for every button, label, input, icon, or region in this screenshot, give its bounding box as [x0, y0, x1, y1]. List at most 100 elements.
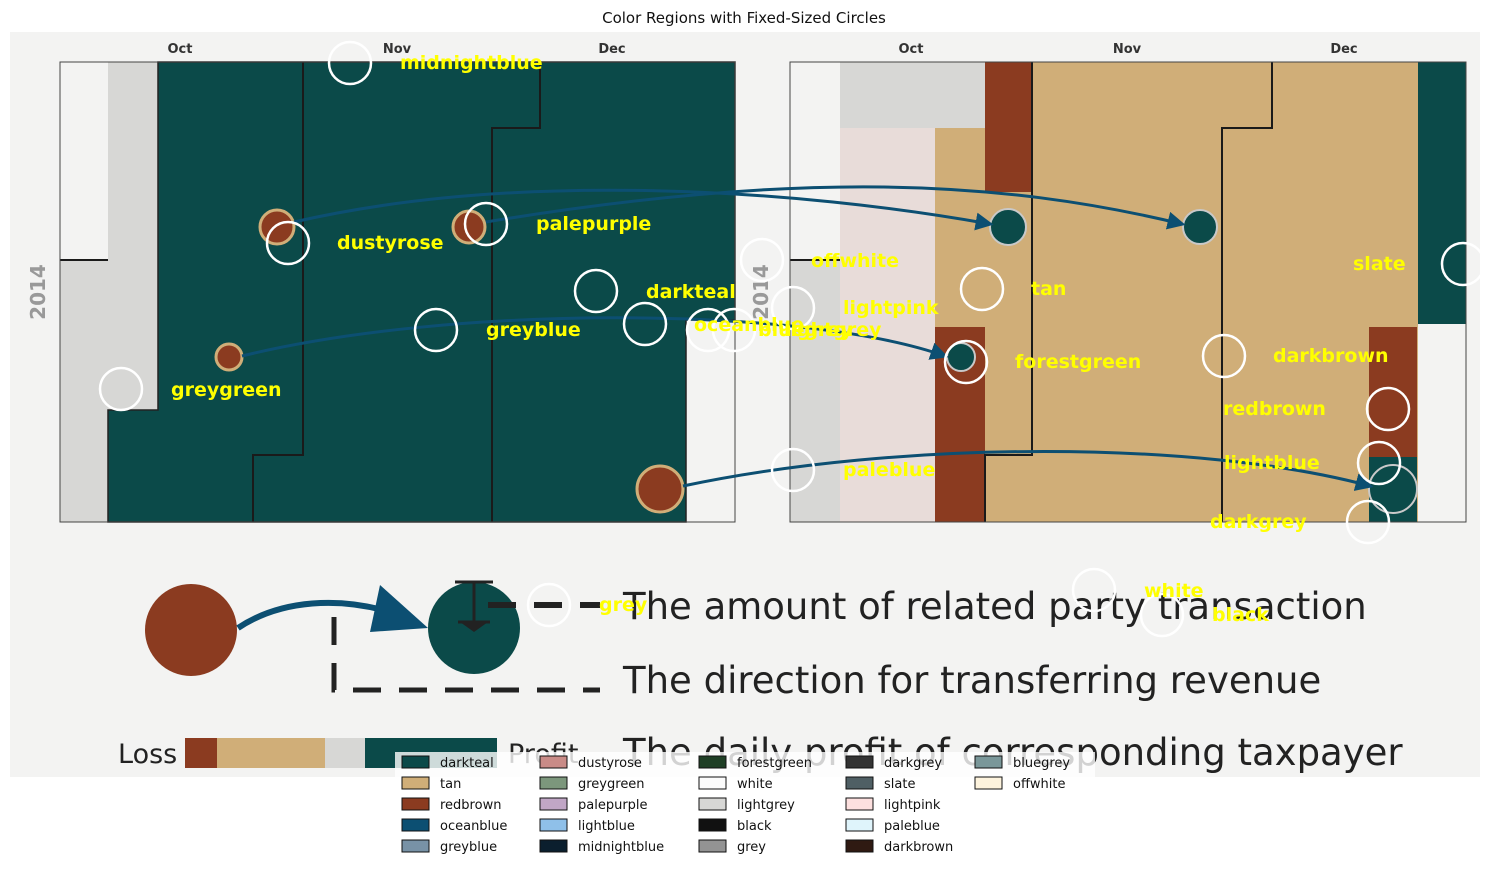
legend-label-darkbrown: darkbrown [884, 840, 953, 855]
region-label-lightgrey: lightgrey [784, 319, 882, 341]
legend-label-tan: tan [440, 777, 461, 792]
legend-swatch-lightpink [845, 797, 874, 811]
legend-label-lightblue: lightblue [578, 819, 635, 834]
legend-swatch-dustyrose [539, 755, 568, 769]
legend-label-midnightblue: midnightblue [578, 840, 664, 855]
region-label-lightblue: lightblue [1224, 452, 1320, 474]
marker-lightblue [1356, 440, 1402, 486]
region-label-slate: slate [1353, 253, 1406, 275]
region-label-greygreen: greygreen [171, 379, 282, 401]
figure-title: Color Regions with Fixed-Sized Circles [602, 9, 886, 27]
legend-text-direction: The direction for transferring revenue [622, 659, 1321, 702]
scale-segment-redbrown [185, 738, 217, 768]
legend-swatch-grey [698, 839, 727, 853]
region-label-black: black [1212, 604, 1269, 626]
marker-darkbrown [1201, 333, 1247, 379]
legend-swatch-palepurple [539, 797, 568, 811]
marker-redbrown [1365, 386, 1411, 432]
marker-white [1071, 567, 1117, 613]
left-month-dec: Dec [598, 42, 625, 57]
legend-swatch-darkbrown [845, 839, 874, 853]
legend-text-amount: The amount of related party transaction [622, 585, 1367, 628]
legend-label-darkgrey: darkgrey [884, 756, 942, 771]
transfer-arrows [241, 185, 1374, 491]
legend-swatch-forestgreen [698, 755, 727, 769]
right-year-label: 2014 [749, 264, 773, 320]
marker-forestgreen [943, 339, 989, 385]
region-label-dustyrose: dustyrose [337, 232, 444, 254]
legend-label-offwhite: offwhite [1013, 777, 1066, 792]
marker-midnightblue [327, 40, 373, 86]
right-darkteal-column [1418, 62, 1466, 324]
legend-label-paleblue: paleblue [884, 819, 940, 834]
region-labels: midnightblue dustyrose palepurple darkte… [171, 52, 1406, 626]
right-calendar: Oct Nov Dec 2014 [749, 42, 1467, 523]
marker-dustyrose [265, 220, 311, 266]
marker-palepurple [463, 201, 509, 247]
marker-oceanblue [622, 301, 668, 347]
right-month-dec: Dec [1330, 42, 1357, 57]
scale-loss-label: Loss [118, 739, 177, 770]
region-label-darkbrown: darkbrown [1273, 345, 1389, 367]
left-redbrown-dot-4 [635, 464, 685, 514]
legend-swatch-redbrown [401, 797, 430, 811]
transfer-arrow-2 [485, 185, 1186, 230]
left-lightgrey-lower [60, 260, 110, 522]
legend-label-greyblue: greyblue [440, 840, 497, 855]
legend-swatch-greyblue [401, 839, 430, 853]
region-label-midnightblue: midnightblue [400, 52, 543, 74]
legend-label-greygreen: greygreen [578, 777, 645, 792]
region-label-palepurple: palepurple [536, 213, 651, 235]
transfer-arrow-1 [293, 188, 994, 231]
marker-greyblue [413, 307, 459, 353]
region-label-white: white [1144, 580, 1204, 602]
legend-label-redbrown: redbrown [440, 798, 501, 813]
left-calendar: Oct Nov Dec 2014 [26, 42, 736, 523]
region-label-oceanblue: oceanblue [694, 314, 804, 336]
right-darkteal-dot-1 [989, 208, 1027, 246]
right-month-oct: Oct [899, 42, 924, 57]
marker-circles [98, 40, 1486, 638]
legend-dash-elbow [331, 617, 600, 693]
region-label-offwhite: offwhite [811, 250, 899, 272]
legend-swatch-black [698, 818, 727, 832]
color-legend-background [395, 752, 1095, 858]
legend-swatch-offwhite [974, 776, 1003, 790]
transfer-arrow-4 [682, 450, 1374, 491]
legend-redbrown-circle [145, 584, 237, 676]
region-label-lightpink: lightpink [843, 297, 939, 319]
legend-swatch-darkgrey [845, 755, 874, 769]
marker-black [1139, 592, 1185, 638]
legend-swatch-white [698, 776, 727, 790]
legend-label-darkteal: darkteal [440, 756, 494, 771]
legend-label-black: black [737, 819, 772, 834]
left-outline [59, 61, 736, 523]
region-label-darkgrey: darkgrey [1210, 511, 1307, 533]
legend-label-palepurple: palepurple [578, 798, 648, 813]
legend-label-lightpink: lightpink [884, 798, 941, 813]
legend-swatch-lightblue [539, 818, 568, 832]
legend-label-dustyrose: dustyrose [578, 756, 642, 771]
left-month-oct: Oct [168, 42, 193, 57]
marker-slate [1440, 241, 1486, 287]
legend-swatch-midnightblue [539, 839, 568, 853]
color-legend: darkteal tan redbrown oceanblue greyblue dust… [395, 752, 1095, 858]
left-month-nov: Nov [383, 42, 412, 57]
legend-swatch-greygreen [539, 776, 568, 790]
legend-label-bluegrey: bluegrey [1013, 756, 1070, 771]
legend-label-grey: grey [737, 840, 766, 855]
marker-offwhite [739, 237, 785, 283]
region-label-greyblue: greyblue [486, 319, 581, 341]
right-divider-lines [790, 62, 1273, 522]
scale-segment-lightgrey [325, 738, 365, 768]
marker-tan [959, 266, 1005, 312]
marker-bluegrey [685, 307, 731, 353]
region-label-redbrown: redbrown [1223, 398, 1326, 420]
legend-swatch-bluegrey [974, 755, 1003, 769]
legend-error-bar-head [460, 622, 488, 632]
legend-swatch-oceanblue [401, 818, 430, 832]
region-label-tan: tan [1031, 278, 1066, 300]
left-darkteal-region [107, 61, 736, 523]
region-label-paleblue: paleblue [843, 459, 935, 481]
